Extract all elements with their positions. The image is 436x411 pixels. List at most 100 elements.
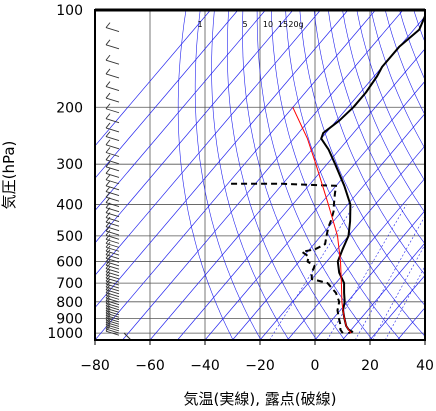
series-layer (227, 14, 425, 335)
wind-barb-flag (105, 113, 111, 119)
wind-barb-shaft (105, 217, 120, 222)
wind-barb-shaft (105, 283, 120, 289)
isotherm-line (259, 145, 425, 340)
wind-barb-shaft (105, 319, 120, 325)
mixing-ratio-label: 10 (263, 20, 273, 29)
wind-barb-shaft (105, 136, 120, 142)
isotherm-line (314, 210, 425, 340)
wind-barb-shaft (105, 159, 120, 165)
isotherm-line (95, 10, 294, 244)
wind-barb-shaft (105, 317, 120, 323)
wind-barb-shaft (105, 202, 120, 207)
dry-adiabat-line (194, 10, 262, 340)
wind-barb-shaft (105, 242, 120, 248)
wind-barb-shaft (105, 185, 120, 191)
isotherm-line (342, 242, 425, 340)
y-tick-label: 700 (56, 276, 83, 292)
wind-barb-flag (105, 186, 111, 192)
wind-barb-shaft (105, 292, 120, 298)
x-tick-label: −20 (245, 358, 275, 374)
wind-barb-flag (105, 22, 111, 28)
wind-barb-shaft (105, 307, 120, 313)
wind-barb-flag (105, 245, 111, 252)
dry-adiabat-line (342, 10, 425, 214)
x-tick-label: −40 (190, 358, 220, 374)
wind-barb (105, 147, 120, 157)
mixing-ratio-line (372, 243, 425, 340)
wind-barb (105, 122, 120, 133)
wind-barb-flag (105, 241, 111, 248)
wind-barb (105, 314, 120, 325)
wind-barb (105, 103, 120, 114)
mixing-ratio-line (354, 215, 425, 340)
wind-barb-flag (105, 174, 111, 181)
y-tick-label: 200 (56, 100, 83, 116)
wind-barb-shaft (105, 238, 120, 244)
wind-barb-flag (105, 54, 111, 61)
wind-barb-shaft (105, 289, 120, 295)
wind-barb (105, 241, 120, 252)
wind-barb-shaft (105, 246, 120, 252)
wind-barb (105, 22, 120, 33)
wind-barb-shaft (105, 234, 120, 240)
x-tick-label: 20 (361, 358, 379, 374)
wind-barb-shaft (105, 297, 120, 303)
wind-barb-flag (105, 92, 111, 99)
wind-barb-flag (105, 68, 111, 75)
parcel-line (292, 107, 352, 334)
y-tick-label: 500 (56, 229, 83, 245)
dry-adiabat-line (299, 10, 425, 307)
wind-barb-shaft (105, 179, 120, 185)
wind-barb (105, 54, 120, 65)
wind-barb-shaft (105, 118, 120, 124)
wind-barb-flag (105, 317, 111, 323)
wind-barb-flag (105, 103, 111, 110)
wind-barb (105, 113, 120, 124)
wind-barb-shaft (105, 230, 120, 236)
isotherm-line (232, 112, 425, 340)
wind-barb-flag (105, 221, 111, 227)
x-axis-title: 気温(実線), 露点(破線) (184, 390, 337, 408)
wind-barb-flag (105, 139, 111, 146)
wind-barb-shaft (105, 73, 120, 79)
wind-barb-shaft (105, 226, 120, 232)
mixing-ratio-line (384, 265, 425, 340)
y-tick-label: 600 (56, 254, 83, 270)
wind-barb-shaft (105, 328, 120, 334)
wind-barb (105, 325, 120, 336)
wind-barb-flag (105, 249, 111, 255)
mixing-ratio-label: 20g (288, 20, 303, 29)
grid-layer (95, 10, 425, 340)
wind-barb (105, 221, 120, 232)
wind-barb-flag (105, 39, 111, 46)
wind-barb-shaft (105, 274, 120, 280)
wind-barb-flag (105, 225, 111, 232)
wind-barb-shaft (105, 280, 120, 286)
wind-barb-shaft (105, 196, 120, 202)
wind-barb-shaft (105, 261, 120, 267)
wind-barb-flag (105, 229, 111, 236)
mixing-ratio-line (269, 204, 355, 340)
wind-barb (105, 238, 120, 248)
wind-barb (105, 317, 120, 327)
wind-barb-flag (105, 147, 111, 153)
wind-barb (105, 174, 120, 185)
dry-adiabat-line (356, 10, 425, 182)
wind-barb (105, 245, 120, 256)
mixing-ratio-label: 1 (197, 20, 202, 29)
wind-barb (105, 39, 120, 50)
wind-barb-shaft (105, 27, 120, 33)
wind-barb-shaft (105, 326, 120, 332)
isotherm-line (95, 10, 376, 340)
y-tick-label: 300 (56, 157, 83, 173)
wind-barb-shaft (105, 302, 120, 308)
wind-barb-flag (105, 323, 111, 330)
wind-barb-shaft (105, 324, 120, 330)
wind-barb-shaft (105, 166, 120, 172)
wind-barb (105, 234, 120, 244)
dry-adiabat-line (328, 10, 425, 245)
wind-barb-shaft (105, 127, 120, 133)
wind-barb-shaft (105, 172, 120, 178)
